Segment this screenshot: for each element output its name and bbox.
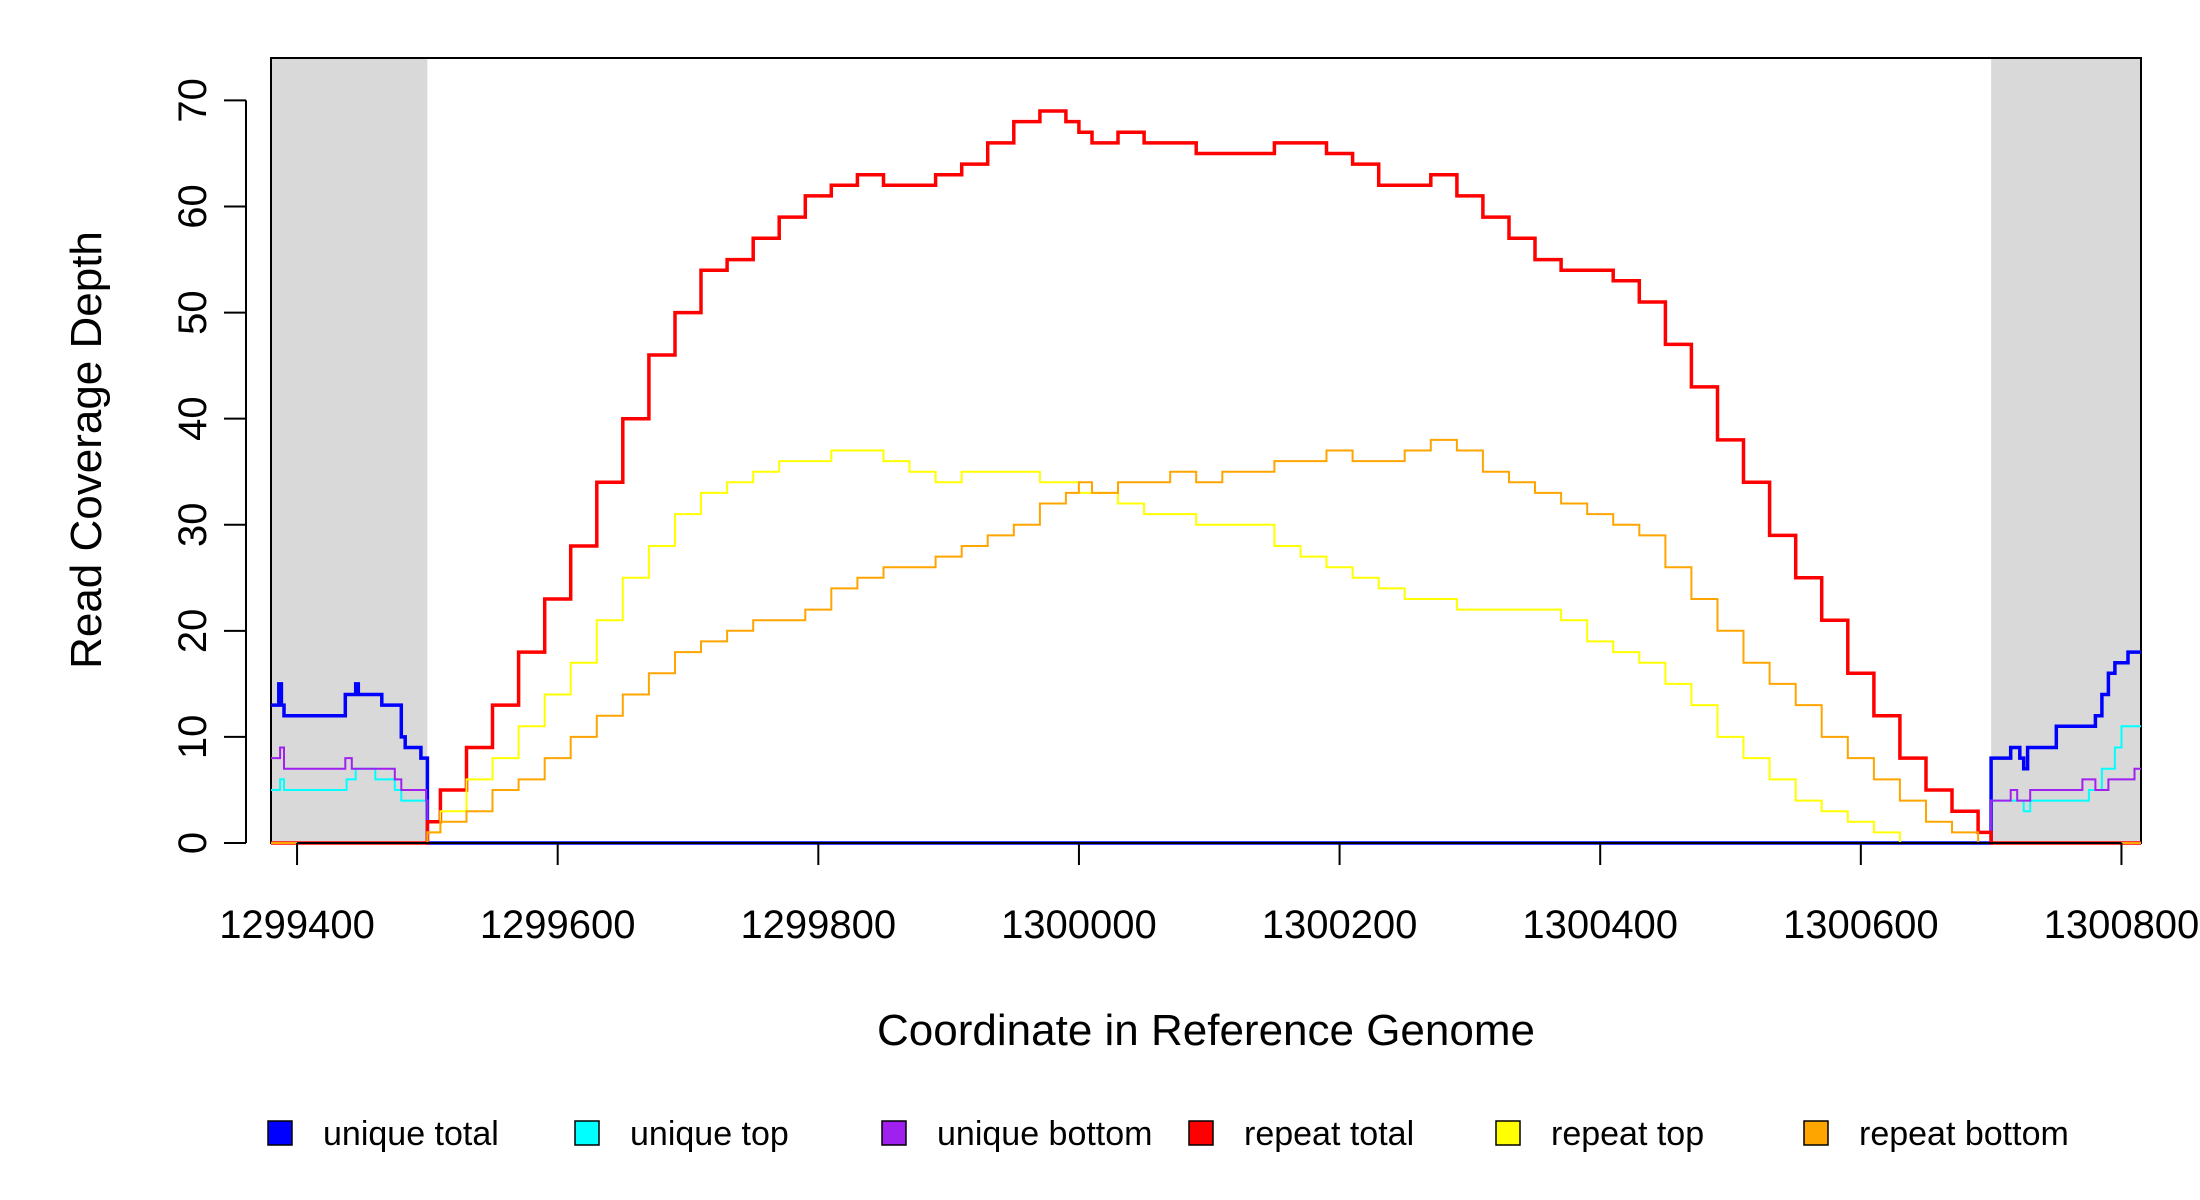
series-line-unique-top [271,725,2141,844]
shaded-region-1 [1991,58,2141,843]
shaded-region-0 [271,58,428,843]
y-axis-title: Read Coverage Depth [62,231,111,669]
legend-swatch [1188,1120,1214,1146]
shaded-regions [271,58,2141,843]
legend-label: repeat top [1551,1115,1704,1153]
y-tick-label: 60 [171,184,215,229]
legend-swatch [1495,1120,1521,1146]
x-tick-label: 1299800 [740,903,896,947]
y-tick-label: 30 [171,503,215,548]
legend-swatch [881,1120,907,1146]
legend-item: repeat total [1188,1115,1414,1153]
legend-label: repeat total [1244,1115,1414,1153]
legend-swatch [267,1120,293,1146]
legend-item: unique bottom [881,1115,1153,1153]
x-tick-label: 1300600 [1783,903,1939,947]
y-tick-label: 40 [171,396,215,441]
series-line-unique-total [271,650,2141,845]
legend-label: unique bottom [937,1115,1153,1153]
legend-label: unique total [323,1115,499,1153]
y-tick-label: 20 [171,609,215,654]
series-line-repeat-total [271,109,2141,845]
legend-item: repeat top [1495,1115,1704,1153]
y-tick-label: 10 [171,715,215,760]
legend-item: unique top [574,1115,789,1153]
series-line-repeat-top [271,449,2141,844]
x-axis: 1299400 1299600 1299800 1300000 1300200 13004… [219,842,2200,947]
x-tick-label: 1300000 [1001,903,1157,947]
y-tick-label: 0 [171,832,215,854]
legend-swatch [1803,1120,1829,1146]
legend: unique total unique top unique bottom repea… [267,1115,2069,1153]
legend-label: repeat bottom [1859,1115,2069,1153]
x-tick-label: 1300400 [1522,903,1678,947]
x-tick-label: 1299400 [219,903,375,947]
legend-swatch [574,1120,600,1146]
x-axis-title: Coordinate in Reference Genome [877,1006,1535,1055]
x-tick-label: 1300800 [2044,903,2200,947]
x-tick-label: 1299600 [480,903,636,947]
series-line-repeat-bottom [271,438,2141,844]
y-tick-label: 50 [171,290,215,335]
legend-item: unique total [267,1115,499,1153]
series-line-unique-bottom [271,746,2141,844]
legend-label: unique top [630,1115,789,1153]
legend-item: repeat bottom [1803,1115,2069,1153]
plot-frame [270,57,2142,844]
y-tick-label: 70 [171,78,215,123]
y-axis: 0 10 20 30 40 50 60 70 [171,78,247,854]
x-tick-label: 1300200 [1262,903,1418,947]
series-lines [271,109,2141,845]
